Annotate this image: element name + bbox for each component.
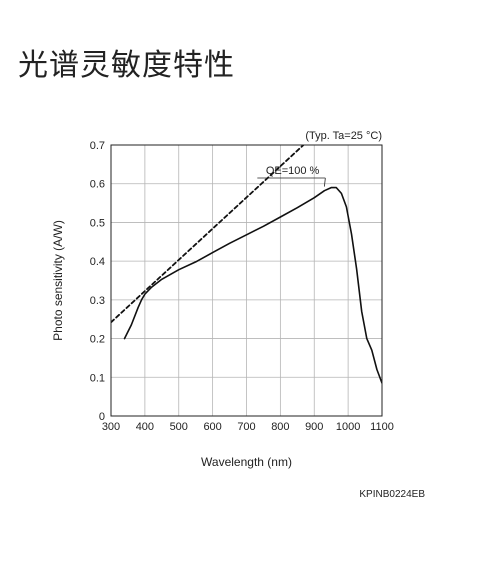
y-tick-label: 0.4: [90, 256, 105, 268]
photo-sensitivity-curve: [123, 186, 382, 384]
x-tick-label: 600: [203, 421, 221, 433]
page-title: 光谱灵敏度特性: [18, 48, 235, 83]
x-axis-label: Wavelength (nm): [201, 455, 292, 469]
x-tick-label: 800: [271, 421, 289, 433]
y-tick-label: 0.3: [90, 295, 105, 307]
annotation-label: QE=100 %: [266, 165, 320, 177]
x-tick-label: 1000: [336, 421, 360, 433]
x-tick-label: 900: [305, 421, 323, 433]
plot-frame: [110, 144, 383, 417]
y-tick-label: 0.5: [90, 217, 105, 229]
y-tick-label: 0: [99, 411, 105, 423]
x-tick-label: 400: [136, 421, 154, 433]
x-tick-label: 1100: [370, 421, 394, 433]
y-tick-label: 0.7: [90, 140, 105, 152]
y-tick-label: 0.6: [90, 179, 105, 191]
y-axis-label: Photo sensitivity (A/W): [51, 220, 65, 341]
y-tick-label: 0.2: [90, 334, 105, 346]
x-tick-label: 500: [170, 421, 188, 433]
condition-note: (Typ. Ta=25 °C): [305, 130, 382, 142]
annotation-leader: [324, 177, 326, 187]
figure-code: KPINB0224EB: [359, 489, 425, 500]
x-tick-label: 700: [237, 421, 255, 433]
y-tick-label: 0.1: [90, 372, 105, 384]
qe-100-reference-line: [111, 145, 305, 324]
x-tick-label: 300: [102, 421, 120, 433]
